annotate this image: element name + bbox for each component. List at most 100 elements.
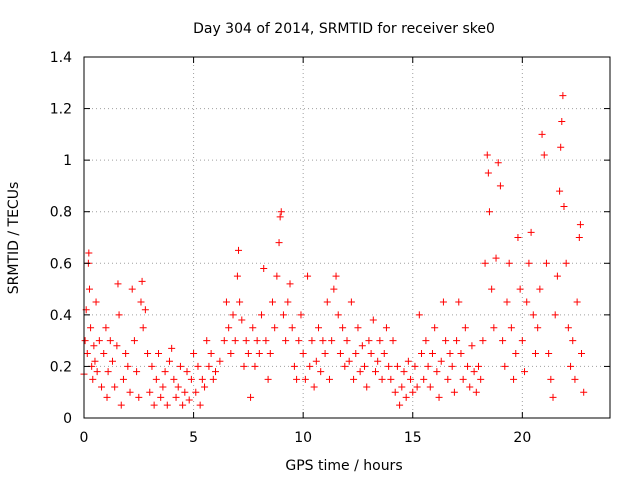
data-point: [404, 357, 412, 365]
data-point: [286, 280, 294, 288]
data-point: [277, 208, 285, 216]
data-point: [133, 368, 141, 376]
data-point: [203, 337, 211, 345]
data-point: [332, 272, 340, 280]
data-point: [424, 362, 432, 370]
data-point: [201, 383, 209, 391]
data-point: [293, 375, 301, 383]
data-point: [155, 350, 163, 358]
data-point: [330, 285, 338, 293]
data-point: [507, 324, 515, 332]
data-point: [233, 272, 241, 280]
x-tick-label: 15: [404, 430, 422, 446]
data-point: [229, 311, 237, 319]
data-point: [102, 324, 110, 332]
data-point: [437, 357, 445, 365]
data-point: [409, 388, 417, 396]
x-tick-label: 20: [513, 430, 531, 446]
data-point: [501, 362, 509, 370]
data-point: [275, 239, 283, 247]
data-point: [137, 298, 145, 306]
data-point: [534, 324, 542, 332]
data-point: [95, 337, 103, 345]
data-point: [235, 246, 243, 254]
data-point: [190, 350, 198, 358]
data-point: [290, 362, 298, 370]
data-point: [343, 337, 351, 345]
data-point: [85, 285, 93, 293]
data-point: [148, 362, 156, 370]
data-point: [428, 350, 436, 358]
data-point: [557, 143, 565, 151]
data-point: [415, 311, 423, 319]
data-point: [378, 375, 386, 383]
data-point: [560, 203, 568, 211]
data-point: [564, 324, 572, 332]
data-point: [317, 368, 325, 376]
data-point: [575, 234, 583, 241]
data-point: [391, 388, 399, 396]
data-point: [238, 316, 246, 324]
data-point: [433, 368, 441, 376]
data-point: [547, 375, 555, 383]
data-point: [396, 401, 404, 409]
data-point: [247, 393, 255, 401]
y-tick-label: 1.4: [50, 50, 72, 66]
data-point: [325, 375, 333, 383]
data-point: [207, 350, 215, 358]
data-point: [244, 350, 252, 358]
data-point: [119, 375, 127, 383]
data-point: [545, 350, 553, 358]
data-point: [470, 368, 478, 376]
data-point: [271, 324, 279, 332]
data-point: [365, 337, 373, 345]
data-point: [398, 383, 406, 391]
data-point: [376, 337, 384, 345]
data-point: [255, 350, 263, 358]
data-point: [319, 337, 327, 345]
data-point: [273, 272, 281, 280]
data-point: [350, 375, 358, 383]
data-point: [492, 254, 500, 262]
y-tick-label: 1: [63, 153, 72, 169]
data-point: [505, 259, 513, 267]
data-point: [135, 393, 143, 401]
data-point: [124, 362, 132, 370]
y-tick-label: 0.6: [50, 256, 72, 272]
data-point: [198, 375, 206, 383]
data-point: [387, 375, 395, 383]
data-point: [165, 357, 173, 365]
data-point: [185, 396, 193, 404]
data-point: [529, 311, 537, 319]
data-point: [556, 187, 564, 195]
data-point: [81, 337, 89, 345]
data-point: [212, 368, 219, 376]
data-point: [484, 169, 492, 177]
data-point: [468, 342, 476, 350]
data-point: [295, 337, 303, 345]
data-point: [345, 357, 353, 365]
data-point: [573, 298, 581, 306]
data-point: [284, 298, 292, 306]
data-point: [571, 375, 579, 383]
data-point: [260, 264, 268, 272]
data-point: [523, 298, 531, 306]
data-point: [540, 151, 548, 159]
data-point: [111, 383, 119, 391]
data-point: [138, 277, 146, 285]
data-point: [431, 324, 439, 332]
data-point: [139, 324, 147, 332]
data-point: [466, 383, 474, 391]
data-point: [266, 350, 274, 358]
data-point: [128, 285, 136, 293]
data-point: [114, 280, 122, 288]
data-point: [444, 375, 452, 383]
data-point: [514, 234, 522, 241]
data-point: [363, 383, 371, 391]
data-point: [341, 362, 349, 370]
data-point: [439, 298, 447, 306]
data-point: [559, 92, 567, 100]
data-point: [382, 324, 390, 332]
data-point: [475, 362, 482, 370]
data-point: [374, 357, 382, 365]
